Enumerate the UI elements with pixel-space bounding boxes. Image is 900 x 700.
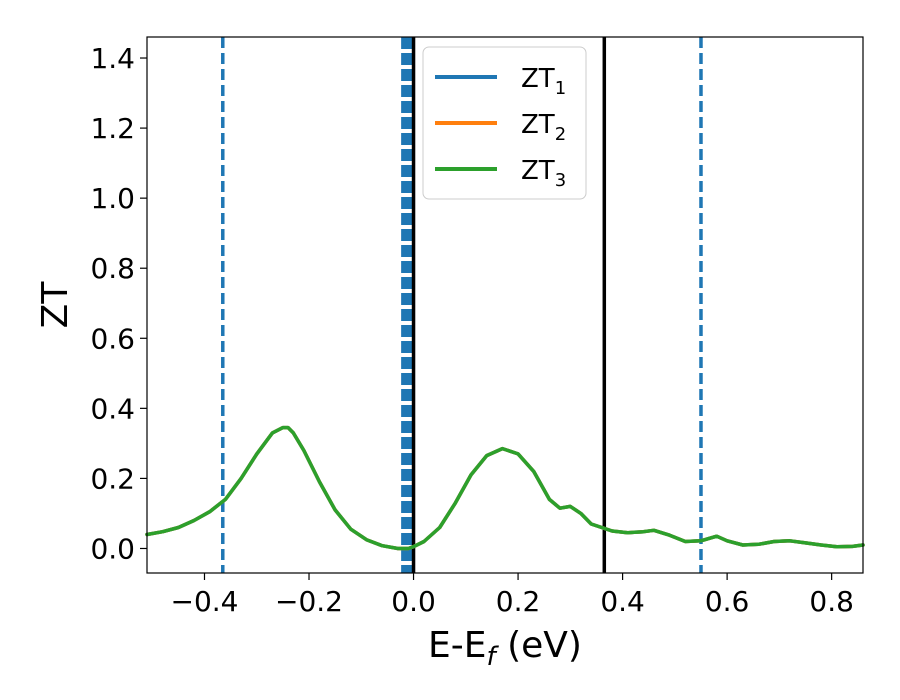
y-tick-label: 0.0 [90, 532, 135, 565]
series-line-1 [145, 425, 865, 551]
y-axis-label: ZT [35, 281, 76, 329]
x-ticks: −0.4 −0.2 0.0 0.2 0.4 0.6 0.8 [170, 573, 854, 618]
legend-label-3: ZT3 [521, 156, 566, 191]
x-tick-label: 0.4 [600, 585, 645, 618]
y-tick-label: 0.2 [90, 462, 135, 495]
y-tick-label: 0.6 [90, 322, 135, 355]
x-tick-label: −0.2 [275, 585, 343, 618]
x-tick-label: −0.4 [170, 585, 238, 618]
x-axis-label: E-Ef (eV) [428, 625, 582, 672]
x-tick-label: 0.8 [809, 585, 854, 618]
series-line-2 [145, 425, 865, 551]
legend: ZT1 ZT2 ZT3 [422, 46, 587, 200]
x-tick-label: 0.6 [705, 585, 750, 618]
series-lines [145, 425, 865, 551]
y-tick-label: 1.0 [90, 182, 135, 215]
y-tick-label: 0.4 [90, 392, 135, 425]
x-tick-label: 0.2 [496, 585, 541, 618]
y-tick-label: 0.8 [90, 252, 135, 285]
y-ticks: 0.0 0.2 0.4 0.6 0.8 1.0 1.2 1.4 [90, 42, 147, 565]
x-tick-label: 0.0 [391, 585, 436, 618]
y-tick-label: 1.2 [90, 112, 135, 145]
legend-label-1: ZT1 [521, 64, 566, 99]
legend-box [422, 46, 587, 200]
vertical-lines [221, 37, 703, 573]
legend-label-2: ZT2 [521, 110, 566, 145]
y-tick-label: 1.4 [90, 42, 135, 75]
plot-frame [146, 36, 864, 574]
series-line-3 [145, 425, 865, 551]
